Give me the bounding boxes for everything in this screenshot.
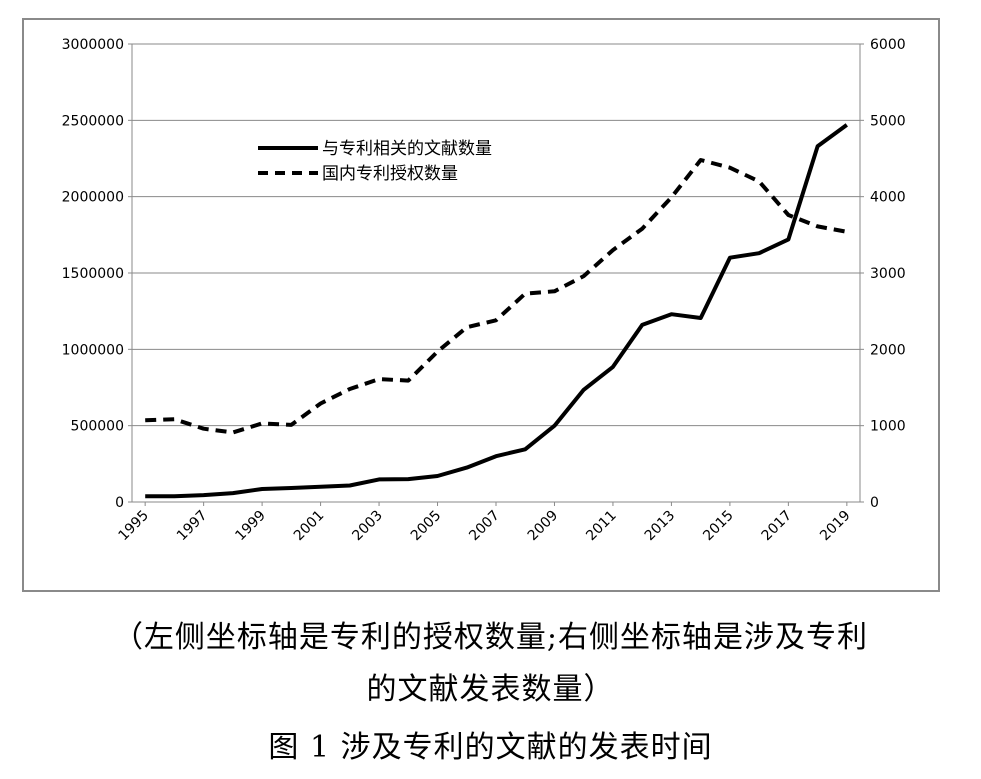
- legend-label-patents: 国内专利授权数量: [322, 164, 458, 184]
- series-line-literature: [145, 123, 848, 499]
- y-left-tick-label: 1500000: [62, 266, 124, 282]
- x-tick-label: 2005: [408, 508, 445, 545]
- x-tick-label: 2001: [291, 508, 328, 545]
- chart-frame: 0 0 500000 1000 1000000 2000 1500000 3000 200000…: [22, 18, 940, 592]
- x-tick-label: 1995: [115, 508, 152, 545]
- y-left-tick-label: 1000000: [62, 342, 124, 358]
- x-tick-label: 2003: [349, 508, 386, 545]
- y-right-tick-label: 4000: [870, 190, 906, 206]
- y-left-tick-label: 2500000: [62, 113, 124, 129]
- y-left-tick-label: 2000000: [62, 190, 124, 206]
- x-tick-label: 2009: [525, 508, 562, 545]
- y-right-tick-label: 6000: [870, 37, 906, 53]
- legend-label-literature: 与专利相关的文献数量: [322, 139, 492, 159]
- y-left-tick-label: 3000000: [62, 37, 124, 53]
- line-chart: 0 0 500000 1000 1000000 2000 1500000 3000 200000…: [62, 37, 906, 544]
- y-right-tick-label: 3000: [870, 266, 906, 282]
- series-lines: [145, 123, 848, 499]
- x-tick-label: 2013: [642, 508, 679, 545]
- y-right-tick-label: 1000: [870, 419, 906, 435]
- x-tick-label: 1999: [232, 508, 269, 545]
- series-line-patents: [145, 158, 848, 435]
- y-left-tick-label: 500000: [71, 419, 124, 435]
- figure-title: 图 1 涉及专利的文献的发表时间: [268, 730, 713, 765]
- axes: 0 0 500000 1000 1000000 2000 1500000 3000 200000…: [62, 37, 906, 544]
- chart-note-line-2: 的文献发表数量）: [366, 672, 615, 707]
- y-right-tick-label: 5000: [870, 113, 906, 129]
- x-tick-label: 2019: [817, 508, 854, 545]
- chart-note-line-1: （左侧坐标轴是专利的授权数量;右侧坐标轴是涉及专利: [112, 620, 869, 655]
- gridlines: [132, 43, 860, 503]
- x-tick-label: 2007: [466, 508, 503, 545]
- legend: 与专利相关的文献数量 国内专利授权数量: [258, 139, 492, 184]
- y-right-tick-label: 0: [870, 495, 879, 511]
- y-right-tick-label: 2000: [870, 342, 906, 358]
- x-tick-label: 2017: [759, 508, 796, 545]
- x-tick-label: 2011: [583, 508, 620, 545]
- x-tick-label: 2015: [700, 508, 737, 545]
- x-tick-label: 1997: [174, 508, 211, 545]
- y-left-tick-label: 0: [115, 495, 124, 511]
